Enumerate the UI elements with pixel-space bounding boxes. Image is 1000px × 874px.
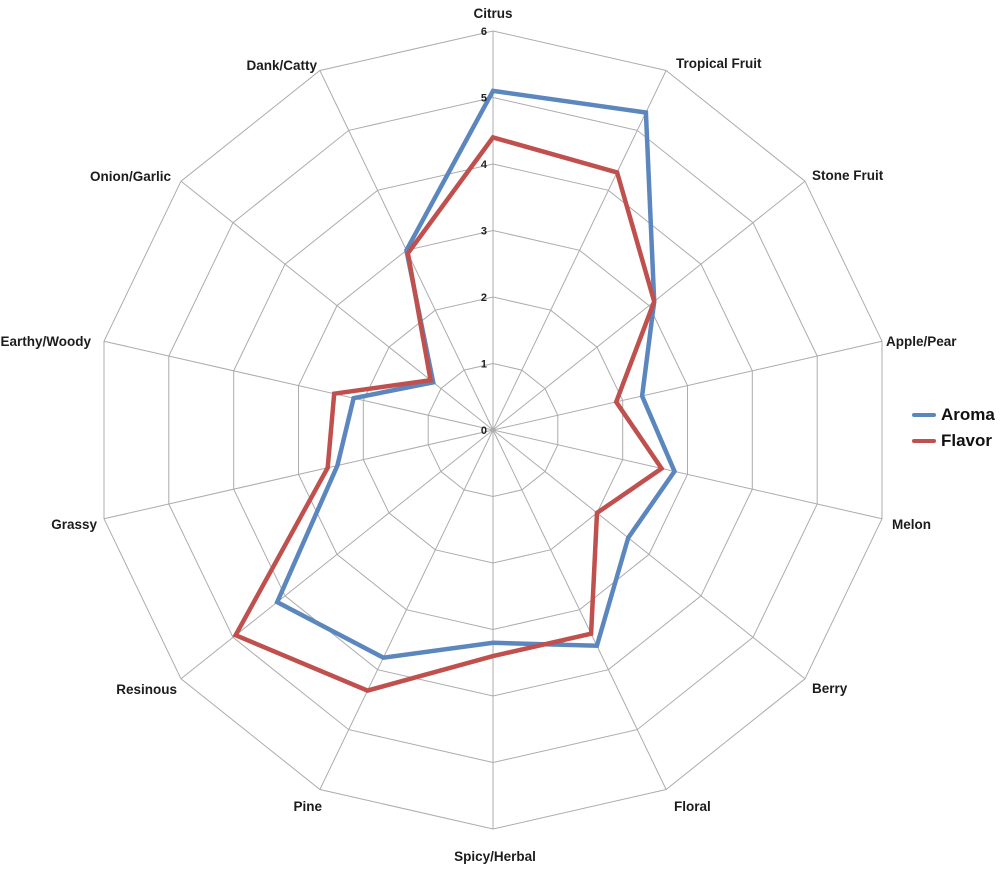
grid-ring [103, 30, 883, 830]
category-label: Dank/Catty [246, 58, 317, 73]
category-label: Earthy/Woody [0, 334, 91, 349]
radial-tick-label: 6 [481, 26, 487, 38]
chart-legend: Aroma Flavor [912, 406, 995, 449]
radial-tick-label: 4 [481, 159, 488, 171]
category-label: Spicy/Herbal [454, 849, 536, 864]
grid-ring [362, 296, 624, 564]
grid-ring [233, 163, 753, 697]
legend-entry-flavor: Flavor [912, 432, 995, 449]
radial-tick-label: 3 [481, 226, 487, 238]
radial-tick-label: 1 [481, 359, 487, 371]
radial-tick-label: 0 [481, 425, 487, 437]
category-label: Stone Fruit [812, 168, 884, 183]
category-label: Floral [674, 799, 711, 814]
legend-entry-aroma: Aroma [912, 406, 995, 423]
flavor-line-swatch [912, 438, 936, 443]
category-label: Berry [812, 681, 848, 696]
radial-tick-label: 2 [481, 292, 487, 304]
category-label: Grassy [51, 517, 97, 532]
category-label: Pine [293, 799, 322, 814]
grid-ring [427, 362, 559, 498]
legend-label-aroma: Aroma [941, 405, 995, 424]
radial-tick-label: 5 [481, 93, 487, 105]
category-label: Tropical Fruit [676, 56, 762, 71]
category-label: Citrus [473, 6, 512, 21]
grid-ring [168, 96, 818, 764]
legend-label-flavor: Flavor [941, 431, 993, 450]
category-label: Apple/Pear [886, 334, 957, 349]
category-label: Melon [892, 517, 931, 532]
aroma-line-swatch [912, 412, 936, 417]
series-polygon-flavor [232, 134, 665, 693]
series-polygon-aroma [274, 88, 678, 661]
grid-ring [298, 229, 688, 631]
category-label: Resinous [116, 682, 177, 697]
category-label: Onion/Garlic [90, 169, 172, 184]
